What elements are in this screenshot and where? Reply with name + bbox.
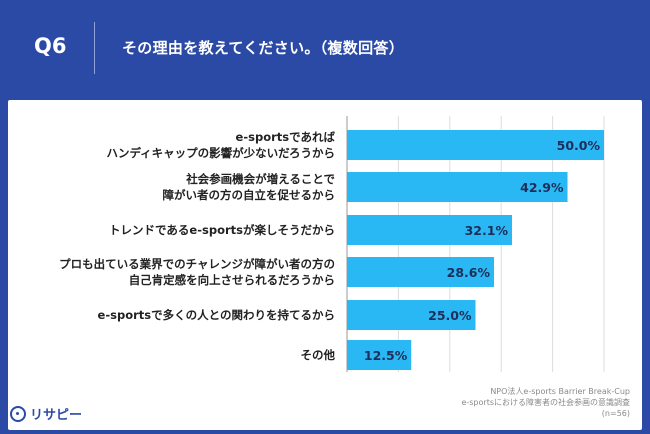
bar — [347, 340, 412, 370]
header: Q6 その理由を教えてください。（複数回答） — [0, 0, 650, 100]
source-note: e-sportsにおける障害者の社会参画の意識調査 — [461, 397, 630, 407]
category-label: 社会参画機会が増えることで — [185, 172, 335, 186]
value-label: 12.5% — [364, 348, 408, 363]
logo: リサピー — [10, 404, 82, 423]
bar — [347, 300, 476, 330]
bar — [347, 215, 512, 245]
category-label: その他 — [301, 348, 336, 362]
category-label: 自己肯定感を向上させられるだろうから — [129, 273, 335, 287]
lightbulb-circle-icon — [10, 405, 26, 422]
value-label: 28.6% — [447, 265, 491, 280]
value-label: 42.9% — [520, 180, 564, 195]
value-label: 25.0% — [428, 308, 472, 323]
bar — [347, 257, 495, 287]
category-label: e-sportsで多くの人との関わりを持てるから — [98, 308, 335, 322]
source-note: (n=56) — [602, 409, 630, 418]
category-label: 障がい者の方の自立を促せるから — [163, 188, 336, 202]
category-label: ハンディキャップの影響が少ないだろうから — [106, 146, 335, 160]
question-title: その理由を教えてください。（複数回答） — [122, 39, 405, 57]
value-label: 50.0% — [557, 138, 601, 153]
category-label: トレンドであるe-sportsが楽しそうだから — [109, 223, 335, 237]
value-label: 32.1% — [465, 223, 509, 238]
bar — [347, 172, 568, 202]
logo-text: リサピー — [30, 408, 83, 423]
category-label: e-sportsであれば — [236, 130, 336, 144]
header-divider — [94, 22, 95, 74]
source-note: NPO法人e-sports Barrier Break-Cup — [490, 386, 630, 396]
bar — [347, 130, 604, 160]
category-label: プロも出ている業界でのチャレンジが障がい者の方の — [59, 257, 335, 271]
question-number: Q6 — [34, 34, 67, 58]
